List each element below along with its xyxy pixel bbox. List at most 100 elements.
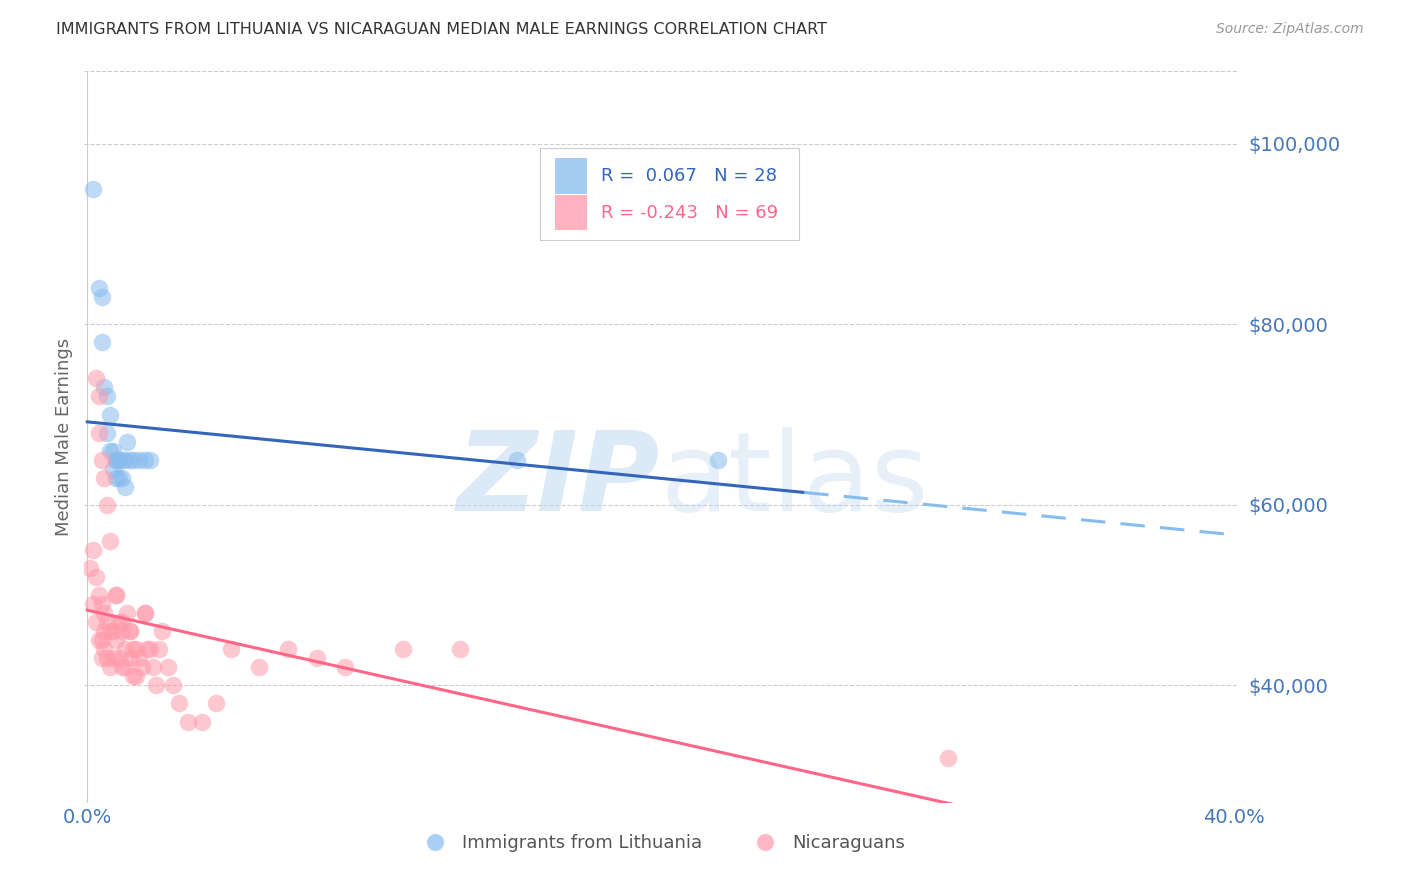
Point [84,570,107,584]
Point [136,642,159,657]
Point [79,561,101,575]
Text: R = -0.243   N = 69: R = -0.243 N = 69 [600,203,778,221]
Point [139,452,162,467]
Point [104,471,127,485]
Point [96,389,118,403]
Point [107,651,129,665]
Point [98,443,121,458]
Point [84,371,107,385]
Point [139,642,162,657]
Point [104,588,127,602]
Point [707,452,730,467]
Point [87,633,110,648]
Point [82,543,104,558]
Point [90,633,112,648]
Point [93,642,115,657]
Point [96,615,118,630]
Point [176,714,198,729]
Point [107,615,129,630]
Y-axis label: Median Male Earnings: Median Male Earnings [55,338,73,536]
Point [96,498,118,512]
Bar [555,159,588,194]
Point [90,335,112,350]
Point [205,697,228,711]
Point [156,660,179,674]
Point [120,452,142,467]
Point [101,651,124,665]
Point [122,642,145,657]
Point [98,660,121,674]
Point [90,597,112,611]
Point [114,642,136,657]
Point [247,660,270,674]
Point [93,471,115,485]
Point [134,606,156,620]
Point [120,624,142,639]
Point [122,452,145,467]
Point [191,714,214,729]
Point [142,660,165,674]
Point [93,606,115,620]
Point [128,651,150,665]
Point [87,588,110,602]
Point [90,651,112,665]
Point [107,452,129,467]
Point [167,697,190,711]
Point [104,452,127,467]
Point [162,678,184,692]
Text: ZIP: ZIP [457,427,661,534]
Point [104,452,127,467]
Point [111,660,134,674]
Point [90,452,112,467]
Point [145,678,167,692]
Point [96,651,118,665]
Point [131,660,153,674]
Point [122,669,145,683]
Text: atlas: atlas [661,427,929,534]
Point [936,750,959,764]
Point [98,408,121,422]
Point [93,624,115,639]
Point [128,452,150,467]
Point [87,425,110,440]
Point [101,624,124,639]
Point [117,606,139,620]
Point [98,533,121,548]
Point [111,452,134,467]
Point [150,624,173,639]
Point [111,615,134,630]
Point [104,588,127,602]
Point [90,290,112,304]
Point [84,615,107,630]
Point [114,452,136,467]
Point [117,434,139,449]
Bar [555,195,588,230]
Point [114,660,136,674]
Point [391,642,413,657]
Point [114,480,136,494]
Point [93,380,115,394]
Point [277,642,299,657]
Point [101,443,124,458]
Point [134,606,156,620]
Point [125,669,148,683]
FancyBboxPatch shape [540,148,799,240]
Point [98,624,121,639]
Text: IMMIGRANTS FROM LITHUANIA VS NICARAGUAN MEDIAN MALE EARNINGS CORRELATION CHART: IMMIGRANTS FROM LITHUANIA VS NICARAGUAN … [56,22,827,37]
Point [104,633,127,648]
Point [101,461,124,475]
Point [219,642,242,657]
Point [125,642,148,657]
Point [111,624,134,639]
Point [134,452,156,467]
Point [82,182,104,196]
Point [506,452,529,467]
Text: R =  0.067   N = 28: R = 0.067 N = 28 [600,167,778,185]
Point [335,660,357,674]
Point [107,471,129,485]
Point [87,281,110,295]
Point [96,425,118,440]
Point [111,471,134,485]
Point [305,651,328,665]
Point [449,642,471,657]
